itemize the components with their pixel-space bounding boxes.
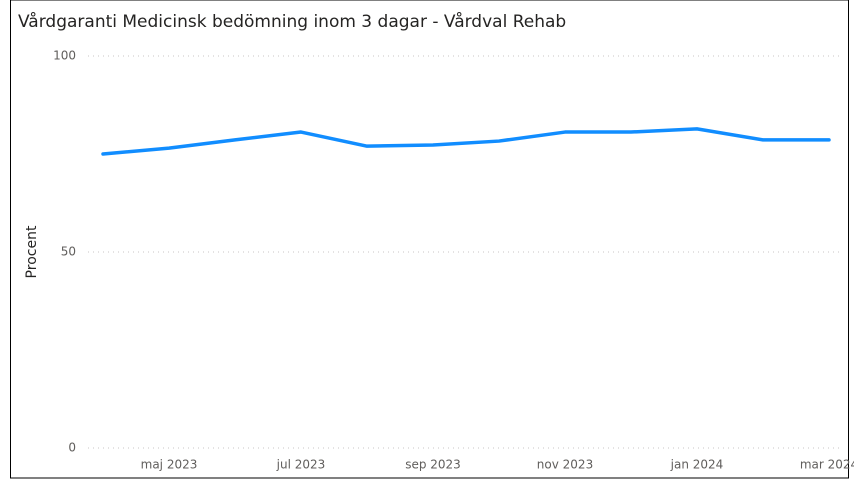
x-tick-label: jan 2024 — [670, 458, 724, 472]
y-tick-label: 0 — [68, 441, 76, 455]
x-tick-label: jul 2023 — [276, 458, 326, 472]
line-series — [101, 127, 831, 156]
x-tick-label: maj 2023 — [141, 458, 198, 472]
x-tick-label: mar 2024 — [800, 458, 854, 472]
chart-title: Vårdgaranti Medicinsk bedömning inom 3 d… — [18, 11, 566, 32]
frame — [10, 0, 849, 479]
y-tick-label: 100 — [53, 49, 76, 63]
x-tick-label: nov 2023 — [537, 458, 593, 472]
y-tick-label: 50 — [61, 245, 76, 259]
x-tick-label: sep 2023 — [405, 458, 461, 472]
y-axis-title: Procent — [24, 225, 40, 278]
